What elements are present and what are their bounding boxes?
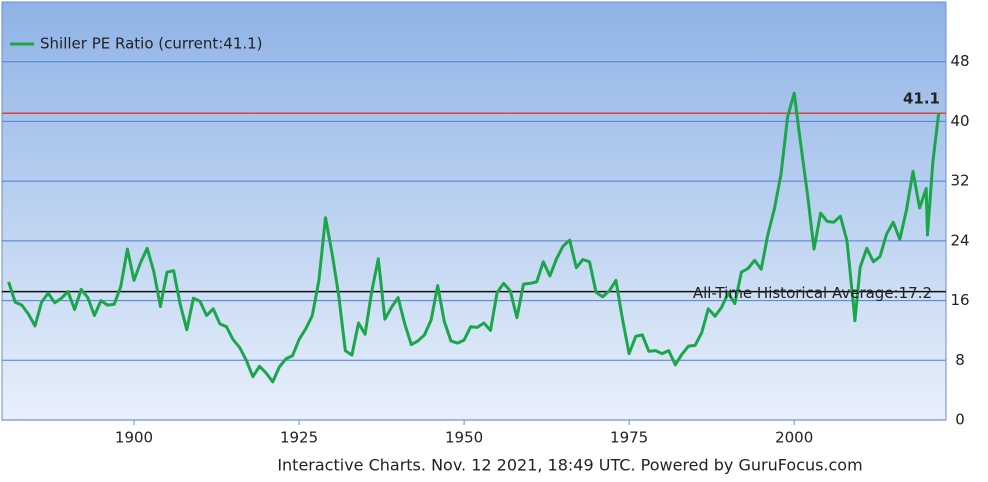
legend-label: Shiller PE Ratio (current:41.1)	[40, 35, 263, 53]
y-tick-label: 40	[950, 112, 969, 130]
y-tick-label: 48	[950, 52, 969, 70]
reference-label: 41.1	[903, 90, 940, 108]
reference-label: All-Time Historical Average:17.2	[693, 284, 932, 302]
x-tick-label: 1950	[445, 429, 483, 447]
x-tick-label: 1900	[115, 429, 153, 447]
plot-area	[1, 1, 947, 421]
y-tick-label: 24	[950, 231, 969, 249]
y-tick-label: 0	[955, 411, 965, 429]
data-line	[7, 91, 941, 384]
x-tick-label: 1975	[610, 429, 648, 447]
y-tick-label: 16	[950, 291, 969, 309]
x-tick-label: 2000	[775, 429, 813, 447]
footer: Interactive Charts. Nov. 12 2021, 18:49 …	[277, 456, 862, 475]
x-tick-label: 1925	[280, 429, 318, 447]
y-tick-label: 32	[950, 172, 969, 190]
y-tick-label: 8	[955, 351, 965, 369]
